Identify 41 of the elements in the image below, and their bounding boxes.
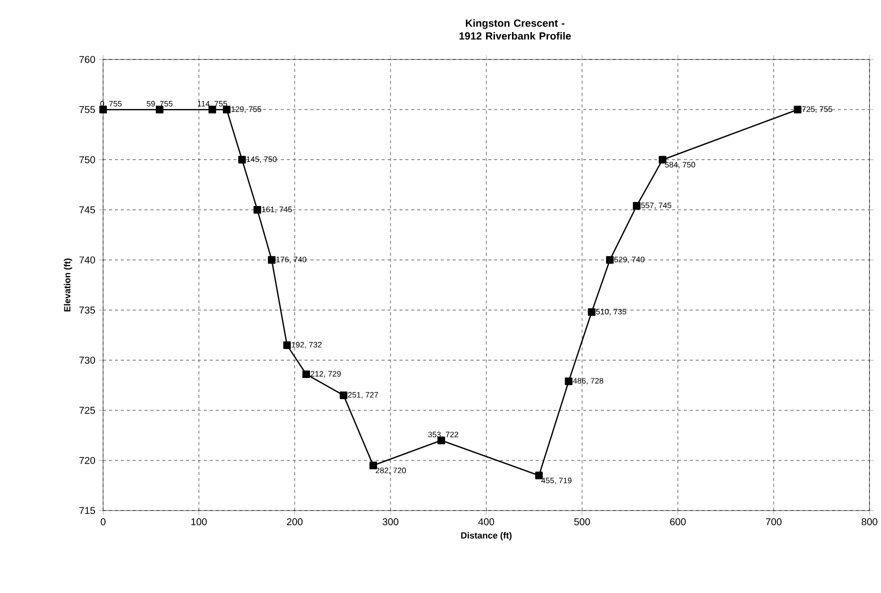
point [340,392,348,400]
y-tick-label: 755 [79,106,95,114]
x-tick-label: 800 [862,518,878,526]
point [632,202,640,210]
point [283,341,291,350]
x-tick-label: 200 [286,518,303,526]
point [156,106,164,114]
point [99,106,107,114]
x-tick-label: 400 [478,518,494,526]
point [208,106,216,114]
y-tick-label: 735 [79,306,95,314]
chart-title: Kingston Crescent - 1912 Riverbank Profile [459,19,571,40]
y-tick-label: 740 [79,256,96,264]
point [564,378,572,386]
y-tick-label: 745 [79,206,95,214]
x-tick-label: 300 [382,518,398,526]
y-axis-title: Elevation (ft) [64,258,72,312]
y-tick-label: 750 [79,156,96,164]
point [437,436,446,444]
point [658,156,666,164]
point [606,256,614,264]
y-tick-label: 730 [79,356,96,364]
point [222,106,230,114]
x-tick-label: 100 [191,518,207,526]
point [369,462,378,470]
x-tick-label: 500 [574,518,590,526]
y-tick-label: 720 [79,457,96,464]
x-axis-title: Distance (ft) [461,532,512,540]
x-tick-label: 600 [670,518,686,526]
point [268,256,276,264]
y-tick-label: 760 [79,56,96,64]
x-tick-label: 0 [100,518,106,526]
x-tick-label: 700 [766,518,782,526]
y-tick-label: 725 [79,406,95,414]
y-tick-label: 715 [79,507,95,514]
point [535,472,543,480]
point [238,156,246,164]
point [794,106,802,114]
point [302,370,310,378]
point [588,308,596,316]
point [254,206,262,214]
